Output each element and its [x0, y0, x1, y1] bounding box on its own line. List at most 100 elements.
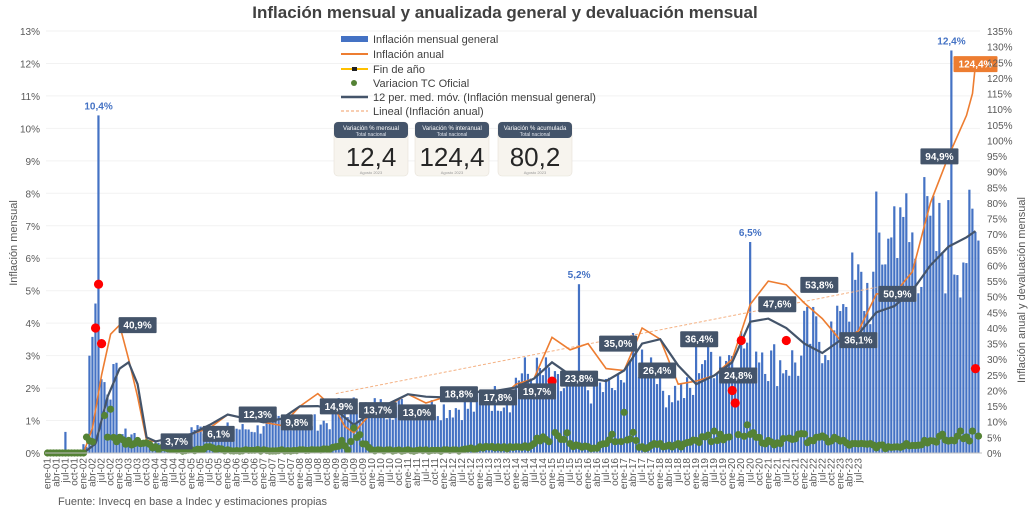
monthly-bar: [932, 195, 935, 454]
fx-dot: [743, 421, 751, 429]
monthly-peak-label: 6,5%: [739, 228, 762, 239]
monthly-bar: [514, 377, 518, 453]
monthly-bar: [911, 232, 914, 453]
legend-label-trend: Lineal (Inflación anual): [373, 106, 484, 118]
x-tick: abr-17: [628, 458, 639, 487]
monthly-bar: [295, 424, 298, 453]
monthly-bar: [265, 417, 268, 453]
x-tick: oct-05: [214, 458, 225, 486]
fx-dot: [103, 433, 112, 441]
x-tick: ene-05: [187, 458, 198, 490]
monthly-bar: [334, 408, 337, 453]
monthly-bar: [493, 386, 496, 453]
monthly-bar: [484, 404, 487, 453]
fx-dots: [43, 279, 983, 457]
monthly-bar: [553, 371, 557, 453]
annual-annotation-box: [202, 425, 235, 442]
monthly-bar: [505, 403, 508, 453]
monthly-bar: [481, 393, 484, 453]
monthly-bar: [517, 380, 521, 453]
x-tick: abr-21: [772, 458, 783, 487]
monthly-bar: [463, 401, 466, 453]
annual-annotation-box: [920, 148, 959, 165]
annual-annotation: 17,8%: [478, 389, 517, 406]
x-tick: ene-16: [583, 458, 594, 490]
fx-dot: [608, 430, 616, 438]
monthly-bar: [538, 368, 542, 453]
monthly-bar: [364, 402, 367, 453]
monthly-bar: [400, 398, 403, 453]
x-tick: oct-11: [430, 458, 441, 485]
x-tick: oct-06: [250, 458, 261, 486]
kpi-card-accumulated-subtitle: Total nacional: [520, 132, 551, 138]
monthly-bar: [436, 416, 439, 453]
monthly-bar: [271, 414, 274, 453]
monthly-bar: [779, 360, 782, 453]
monthly-bar: [761, 352, 764, 453]
monthly-bar: [439, 420, 442, 453]
annual-annotation-label: 50,9%: [883, 289, 911, 300]
x-tick: oct-22: [826, 458, 837, 486]
annual-annotation-box: [680, 331, 719, 348]
x-tick: jul-18: [673, 458, 684, 484]
x-tick: abr-15: [556, 458, 567, 487]
monthly-bar: [457, 409, 460, 453]
monthly-bar: [704, 360, 707, 453]
monthly-bar: [740, 331, 743, 453]
fx-dot: [530, 440, 538, 448]
monthly-bar: [277, 415, 280, 453]
fx-dot: [338, 436, 346, 445]
x-tick: abr-11: [412, 458, 423, 487]
monthly-bar: [397, 399, 400, 453]
y-axis-right-title: Inflación anual y devaluación mensual: [1016, 197, 1028, 383]
monthly-bar: [343, 408, 346, 453]
monthly-bar: [535, 357, 539, 453]
monthly-bar: [809, 343, 812, 453]
annual-annotation-box: [560, 370, 599, 387]
annual-annotation: 40,9%: [118, 317, 157, 334]
monthly-peak-label: 12,4%: [937, 36, 965, 47]
x-tick: oct-15: [574, 458, 585, 486]
monthly-bar: [139, 443, 142, 453]
annual-annotation: 13,0%: [397, 404, 436, 421]
monthly-bar: [800, 355, 803, 453]
x-tick: ene-02: [79, 458, 90, 490]
x-tick: abr-16: [592, 458, 603, 487]
monthly-bar: [815, 316, 818, 453]
x-tick: ene-19: [691, 458, 702, 490]
monthly-bar: [379, 399, 382, 453]
monthly-bar: [322, 420, 325, 453]
x-tick: ene-11: [403, 458, 414, 489]
kpi-card-interannual: Variación % interanual Total nacional 12…: [414, 121, 490, 177]
annual-annotation-box: [118, 317, 157, 334]
monthly-bar: [433, 416, 436, 453]
monthly-bar: [592, 370, 596, 453]
monthly-bar: [710, 351, 713, 453]
monthly-peak-label: 5,2%: [568, 270, 591, 281]
y-axis-left-title: Inflación mensual: [8, 200, 20, 286]
annual-annotation-box: [518, 383, 557, 400]
monthly-bar: [679, 383, 683, 453]
monthly-bar: [373, 398, 376, 453]
fx-dot: [563, 429, 571, 437]
monthly-bar: [559, 391, 563, 453]
x-tick: abr-12: [448, 458, 459, 487]
y-tick-right: 65%: [987, 246, 1007, 257]
x-tick: oct-18: [682, 458, 693, 486]
monthly-bar: [791, 350, 794, 453]
monthly-bar: [529, 378, 533, 453]
monthly-bar: [956, 275, 959, 453]
monthly-bar: [893, 206, 896, 453]
x-tick: ene-03: [115, 458, 126, 490]
monthly-bar: [977, 240, 980, 453]
x-tick: abr-18: [664, 458, 675, 487]
annual-annotation: 3,7%: [160, 433, 193, 450]
fx-dot: [956, 427, 965, 435]
x-tick: oct-03: [142, 458, 153, 486]
monthly-bar: [664, 407, 668, 453]
monthly-bar: [568, 377, 572, 453]
monthly-bar: [319, 424, 322, 453]
x-tick: abr-19: [700, 458, 711, 487]
kpi-card-monthly: Variación % mensual Total nacional 12,4 …: [333, 121, 409, 177]
annual-annotation-box: [280, 414, 313, 431]
